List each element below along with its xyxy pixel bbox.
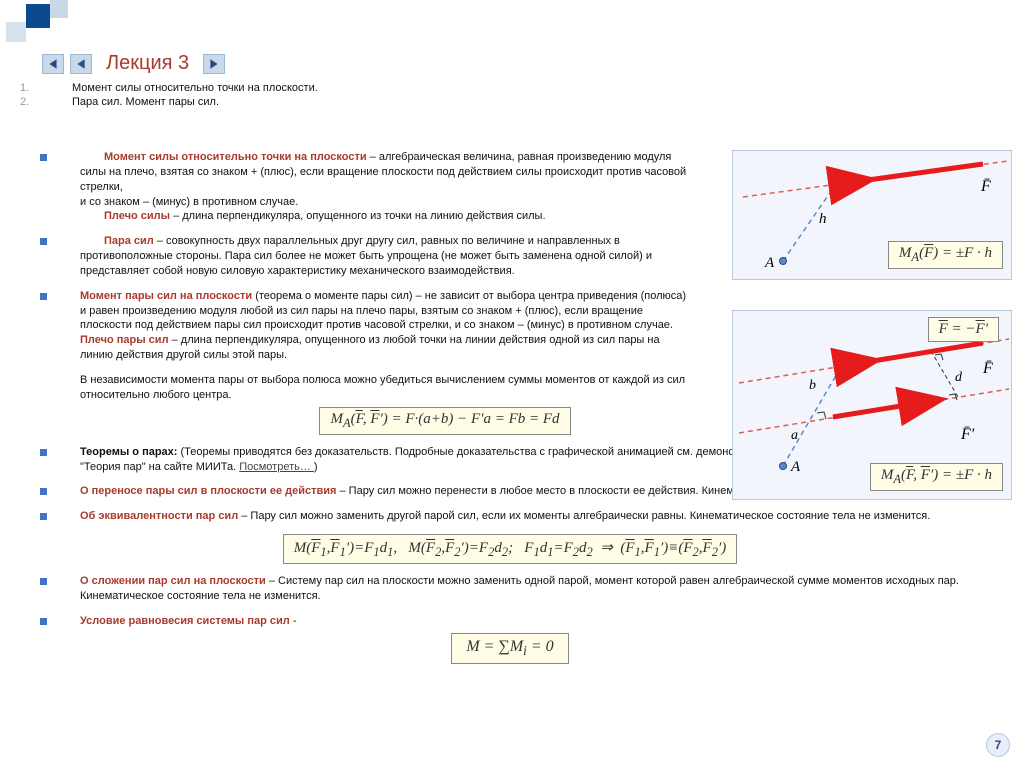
diagram2-formula-bot: MA(F, F′) = ±F · h (870, 463, 1003, 491)
title-row: Лекция 3 (42, 52, 225, 75)
formula-equivalence: M(F1,F1′)=F1d1, M(F2,F2′)=F2d2; F1d1=F2d… (40, 534, 980, 564)
label-a: a (791, 428, 798, 443)
main-content: Момент силы относительно точки на плоско… (40, 150, 690, 674)
term-title: Плечо силы (104, 210, 170, 222)
theorem-equilibrium: Условие равновесия системы пар сил - (40, 614, 980, 629)
section-moment-of-force: Момент силы относительно точки на плоско… (40, 150, 690, 224)
label-F: F̄ (980, 178, 991, 195)
outline-list: 1.Момент силы относительно точки на плос… (20, 82, 318, 110)
diagram-moment-of-force: F̄ h A MA(F) = ±F · h (732, 150, 1012, 280)
theorem-equivalence: Об эквивалентности пар сил – Пару сил мо… (40, 509, 980, 524)
label-h: h (819, 211, 827, 227)
next-button[interactable] (203, 54, 225, 74)
formula-equilibrium: M = ∑Mi = 0 (40, 633, 980, 664)
corner-decoration (0, 0, 80, 40)
lecture-title: Лекция 3 (106, 52, 189, 75)
term-title: Условие равновесия системы пар сил (80, 615, 290, 627)
term-title: Момент силы относительно точки на плоско… (104, 151, 367, 163)
bullet-icon (40, 154, 47, 161)
bullet-icon (40, 238, 47, 245)
diagram-force-couple: F̄ F̄′ b a d A F = −F′ MA(F, F′) = ±F · … (732, 310, 1012, 500)
bullet-icon (40, 449, 47, 456)
term-title: Теоремы о парах: (80, 446, 177, 458)
label-b: b (809, 378, 816, 393)
bullet-icon (40, 578, 47, 585)
label-A: A (790, 459, 801, 475)
bullet-icon (40, 488, 47, 495)
prev-chapter-button[interactable] (42, 54, 64, 74)
label-A: A (764, 255, 775, 271)
diagram2-formula-top: F = −F′ (928, 317, 999, 342)
formula-moment-sum: MA(F, F′) = F·(a+b) − F′a = Fb = Fd (200, 407, 690, 435)
section-moment-of-couple: Момент пары сил на плоскости (теорема о … (40, 289, 690, 363)
independence-note: В независимости момента пары от выбора п… (80, 373, 720, 403)
label-d: d (955, 370, 963, 385)
label-F: F̄ (982, 360, 993, 377)
bullet-icon (40, 618, 47, 625)
theorem-sum: О сложении пар сил на плоскости – Систем… (40, 574, 980, 604)
term-title: О переносе пары сил в плоскости ее дейст… (80, 485, 336, 497)
section-force-couple: Пара сил – совокупность двух параллельны… (40, 234, 690, 279)
view-link[interactable]: Посмотреть… (239, 461, 314, 473)
outline-item: 2.Пара сил. Момент пары сил. (20, 96, 318, 108)
diagram1-formula: MA(F) = ±F · h (888, 241, 1003, 269)
bullet-icon (40, 293, 47, 300)
prev-button[interactable] (70, 54, 92, 74)
bullet-icon (40, 513, 47, 520)
term-title: Момент пары сил на плоскости (80, 290, 252, 302)
outline-item: 1.Момент силы относительно точки на плос… (20, 82, 318, 94)
label-Fprime: F̄′ (960, 426, 975, 443)
term-title: О сложении пар сил на плоскости (80, 575, 266, 587)
term-title: Плечо пары сил (80, 334, 169, 346)
term-title: Пара сил (104, 235, 154, 247)
term-title: Об эквивалентности пар сил (80, 510, 238, 522)
page-number-badge: 7 (986, 733, 1010, 757)
